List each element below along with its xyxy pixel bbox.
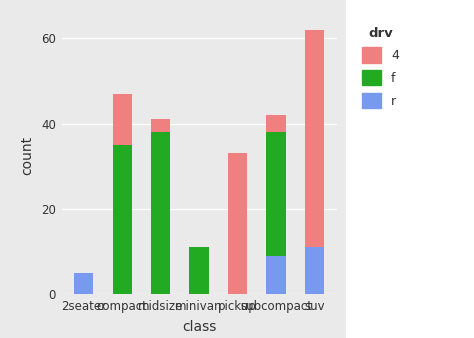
Legend: 4, f, r: 4, f, r	[359, 23, 403, 112]
Bar	[305, 30, 324, 247]
Bar	[266, 115, 286, 132]
Bar	[228, 153, 247, 294]
Bar	[151, 132, 170, 294]
Y-axis label: count: count	[20, 136, 34, 175]
Bar	[266, 132, 286, 256]
Bar	[266, 256, 286, 294]
Bar	[112, 145, 132, 294]
Bar	[190, 247, 209, 294]
Bar	[151, 119, 170, 132]
Bar	[305, 247, 324, 294]
Bar	[74, 273, 93, 294]
Bar	[112, 94, 132, 145]
X-axis label: class: class	[182, 319, 216, 334]
